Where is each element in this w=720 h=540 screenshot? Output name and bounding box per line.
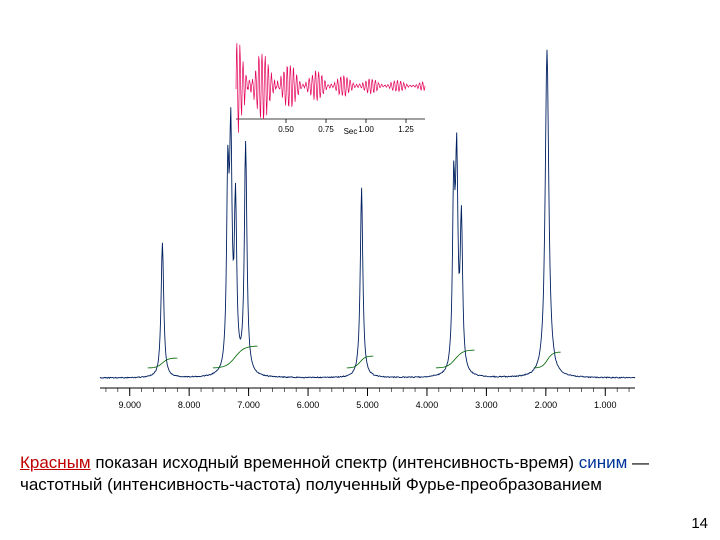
caption-blue-word: синим [579, 453, 628, 472]
spectrum-xtick-label: 7.000 [237, 400, 260, 410]
spectrum-xtick-label: 2.000 [535, 400, 558, 410]
spectrum-xtick-label: 8.000 [178, 400, 201, 410]
spectrum-xtick-label: 1.000 [594, 400, 617, 410]
spectrum-xtick-label: 6.000 [297, 400, 320, 410]
page-number: 14 [691, 515, 708, 532]
integral-curve [347, 356, 374, 368]
spectrum-xtick-label: 5.000 [356, 400, 379, 410]
caption-red-word: Красным [20, 453, 91, 472]
fid-xtick-label: 1.00 [358, 125, 374, 134]
fid-xtick-label: 0.75 [318, 125, 334, 134]
fid-inset: 0.50 0.75 1.00 1.25 Sec [230, 28, 435, 138]
integral-curve [148, 358, 178, 368]
spectrum-xtick-label: 9.000 [118, 400, 141, 410]
integral-curve [436, 350, 475, 368]
figure-caption: Красным показан исходный временной спект… [20, 452, 700, 497]
fid-xtick-label: 1.25 [398, 125, 414, 134]
fid-xlabel: Sec [344, 127, 358, 136]
fid-xtick-label: 0.50 [278, 125, 294, 134]
caption-part1: показан исходный временной спектр (интен… [91, 453, 579, 472]
spectrum-xtick-label: 3.000 [475, 400, 498, 410]
spectrum-xtick-label: 4.000 [416, 400, 439, 410]
